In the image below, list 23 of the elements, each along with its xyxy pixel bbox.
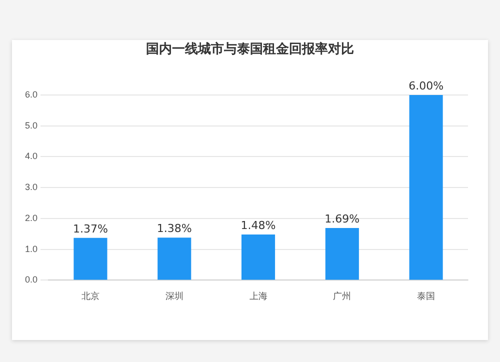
x-tick-label: 上海 [249,291,268,302]
data-label: 1.38% [156,222,192,235]
x-tick-label: 泰国 [417,291,436,302]
bar [74,238,108,280]
y-tick-label: 6.0 [24,89,38,100]
bar [325,228,359,280]
y-tick-label: 3.0 [24,182,38,192]
bar [409,95,443,280]
data-label: 1.48% [240,218,276,232]
y-tick-label: 5.0 [24,120,38,130]
x-tick-label: 北京 [81,291,100,302]
data-label: 1.37% [72,222,108,236]
chart-title: 国内一线城市与泰国租金回报率对比 [145,40,355,58]
y-tick-label: 2.0 [24,212,38,223]
bar [158,238,192,280]
bar [241,234,276,280]
y-tick-label: 0.0 [24,274,38,285]
data-label: 1.69% [324,212,360,226]
y-tick-label: 1.0 [24,244,38,254]
x-tick-label: 深圳 [165,291,184,302]
y-tick-label: 4.0 [24,151,38,162]
data-label: 6.00% [408,79,444,92]
x-tick-label: 广州 [333,291,352,302]
